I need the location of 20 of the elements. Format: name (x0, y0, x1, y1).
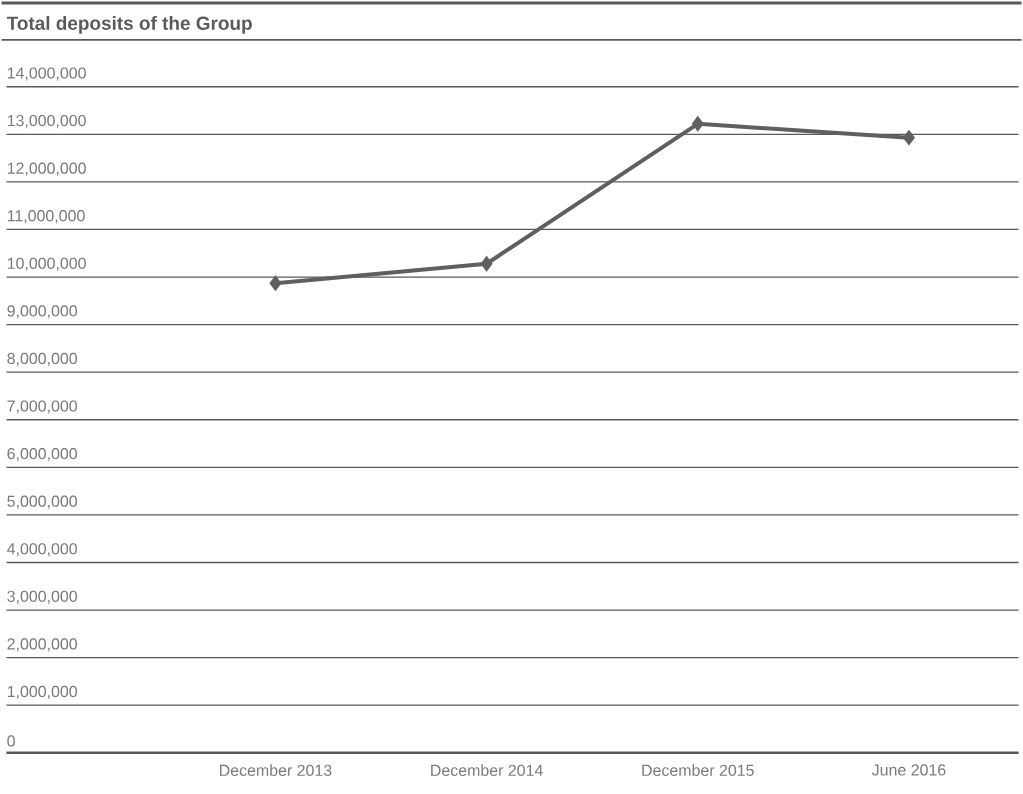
y-tick-label: 7,000,000 (7, 400, 78, 414)
y-tick-label: 2,000,000 (7, 638, 78, 652)
y-tick-label: 3,000,000 (7, 590, 78, 605)
x-tick-label: December 2014 (431, 764, 543, 777)
y-tick-label: 14,000,000 (7, 67, 86, 81)
x-tick-label: December 2015 (642, 764, 754, 777)
y-tick-label: 12,000,000 (7, 162, 86, 176)
x-tick-label: June 2016 (871, 764, 946, 776)
y-tick-label: 0 (7, 735, 15, 747)
y-tick-label: 5,000,000 (7, 495, 78, 509)
y-tick-label: 13,000,000 (7, 115, 86, 129)
y-tick-label: 10,000,000 (7, 257, 86, 272)
y-tick-label: 11,000,000 (7, 210, 85, 224)
chart-title: Total deposits of the Group (6, 16, 252, 34)
y-tick-label: 4,000,000 (7, 543, 78, 557)
y-tick-label: 6,000,000 (7, 448, 78, 462)
y-tick-label: 8,000,000 (7, 352, 78, 367)
x-tick-label: December 2013 (219, 764, 332, 777)
y-tick-label: 1,000,000 (7, 686, 78, 700)
y-tick-label: 9,000,000 (7, 305, 78, 319)
